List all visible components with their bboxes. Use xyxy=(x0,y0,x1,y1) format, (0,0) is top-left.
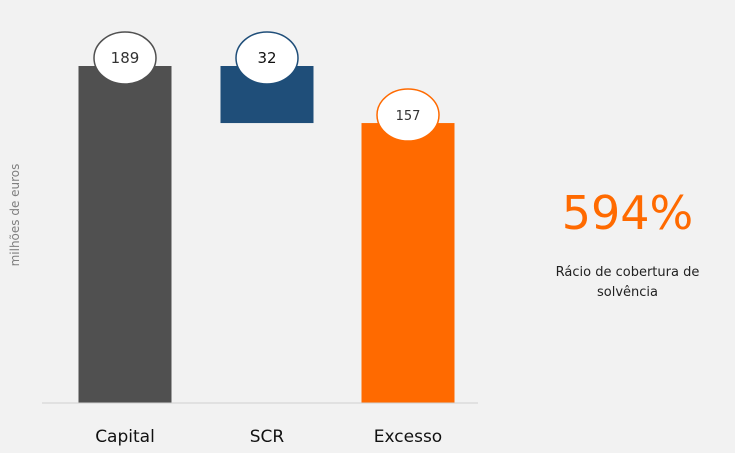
x-tick-label-scr: SCR xyxy=(250,427,285,447)
solvency-ratio-value: 594% xyxy=(561,186,694,240)
data-label-bubble-scr xyxy=(235,31,299,85)
x-tick-label-excesso: Excesso xyxy=(374,427,442,447)
data-label-scr: 32 xyxy=(257,49,276,67)
data-label-bubble-excesso xyxy=(376,88,440,142)
solvency-ratio-panel: 594% Rácio de cobertura de solvência xyxy=(520,185,735,303)
solvency-ratio-label: Rácio de cobertura de solvência xyxy=(555,265,700,300)
bar-excesso xyxy=(361,123,455,404)
y-axis-label: milhões de euros xyxy=(8,163,22,267)
data-label-capital: 189 xyxy=(111,49,140,67)
waterfall-chart: Capital SCR Excesso 189 32 157 xyxy=(42,31,478,447)
data-label-excesso: 157 xyxy=(396,109,421,124)
y-axis-label-box: milhões de euros xyxy=(8,140,22,290)
bar-capital xyxy=(78,66,172,403)
x-tick-label-capital: Capital xyxy=(95,427,155,447)
data-label-bubble-capital xyxy=(93,31,157,85)
